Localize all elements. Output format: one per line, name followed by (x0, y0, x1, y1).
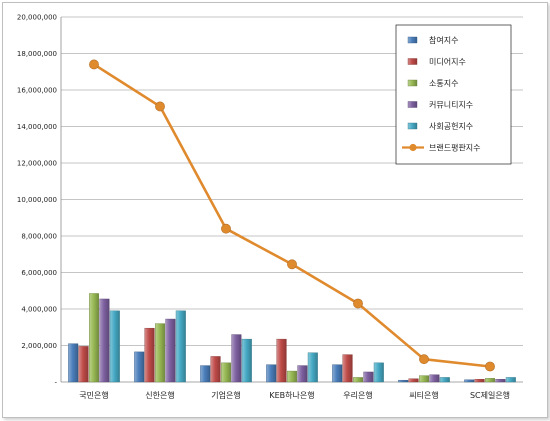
y-tick-label: 12,000,000 (17, 160, 57, 168)
axes: - 2,000,000 4,000,000 6,000,000 8,000,000 10,… (17, 14, 523, 400)
bar (408, 378, 419, 383)
y-tick-label: 16,000,000 (17, 87, 57, 95)
legend-swatch (407, 122, 418, 130)
y-tick-label: 2,000,000 (21, 342, 57, 350)
x-tick-label: SC제일은행 (470, 390, 510, 400)
bar (200, 365, 211, 383)
bar (231, 334, 242, 383)
bar (68, 343, 79, 383)
bar (134, 351, 145, 383)
bar (373, 362, 384, 383)
bar (398, 379, 409, 383)
bar (474, 379, 485, 383)
legend-label: 사회공헌지수 (429, 122, 473, 131)
legend-swatch (407, 101, 418, 108)
bar (266, 364, 277, 383)
x-tick-label: 우리은행 (343, 390, 372, 400)
gridlines (61, 16, 523, 346)
bar (342, 354, 353, 383)
y-tick-label: 10,000,000 (17, 196, 57, 204)
legend-label: 미디어지수 (429, 57, 466, 67)
y-tick-label: 14,000,000 (17, 123, 57, 131)
legend-label: 브랜드평판지수 (429, 143, 481, 153)
bar (287, 370, 298, 383)
bar (332, 364, 343, 383)
bar (429, 374, 440, 383)
chart: - 2,000,000 4,000,000 6,000,000 8,000,000 10,… (17, 14, 523, 400)
bar (419, 375, 430, 383)
x-tick-label: 국민은행 (79, 390, 108, 400)
bar (144, 327, 155, 383)
bar (276, 338, 287, 383)
bar (485, 378, 496, 383)
legend-box (395, 24, 512, 165)
bar (88, 293, 99, 383)
bar (78, 346, 89, 383)
legend-swatch (407, 79, 418, 87)
y-tick-label: 18,000,000 (17, 50, 57, 58)
y-tick-label: - (54, 379, 57, 387)
line-point (353, 298, 363, 309)
bar (241, 338, 252, 383)
bar (495, 379, 506, 383)
bar (505, 377, 516, 383)
legend-label: 참여지수 (429, 35, 458, 45)
line-point (419, 354, 429, 365)
legend-swatch (407, 36, 418, 44)
legend-label: 커뮤니티지수 (429, 100, 473, 110)
bar (464, 379, 475, 383)
legend-swatch (407, 58, 418, 65)
y-tick-label: 8,000,000 (21, 233, 57, 241)
bar (99, 298, 110, 383)
bar (175, 310, 186, 383)
line-point (221, 223, 231, 234)
bar (154, 323, 165, 383)
x-tick-label: KEB하나은행 (269, 390, 314, 400)
bar (109, 310, 120, 383)
y-tick-label: 6,000,000 (21, 269, 57, 277)
bar (353, 377, 364, 383)
bar (297, 365, 308, 383)
line-point (485, 361, 495, 372)
y-tick-label: 4,000,000 (21, 306, 57, 314)
bar (165, 318, 176, 383)
y-tick-label: 20,000,000 (17, 14, 57, 22)
legend-swatch (409, 143, 417, 152)
bar (363, 371, 374, 383)
x-tick-label: 씨티은행 (409, 390, 438, 400)
x-tick-label: 기업은행 (211, 390, 240, 400)
bar (439, 377, 450, 383)
line-series (89, 59, 495, 372)
line-point (155, 101, 165, 112)
legend-label: 소통지수 (429, 79, 458, 88)
bar (210, 356, 221, 383)
line-point (287, 259, 297, 270)
bar (220, 362, 231, 383)
bars (68, 293, 516, 383)
x-tick-label: 신한은행 (145, 390, 174, 400)
line-point (89, 59, 99, 70)
bar (307, 352, 318, 383)
